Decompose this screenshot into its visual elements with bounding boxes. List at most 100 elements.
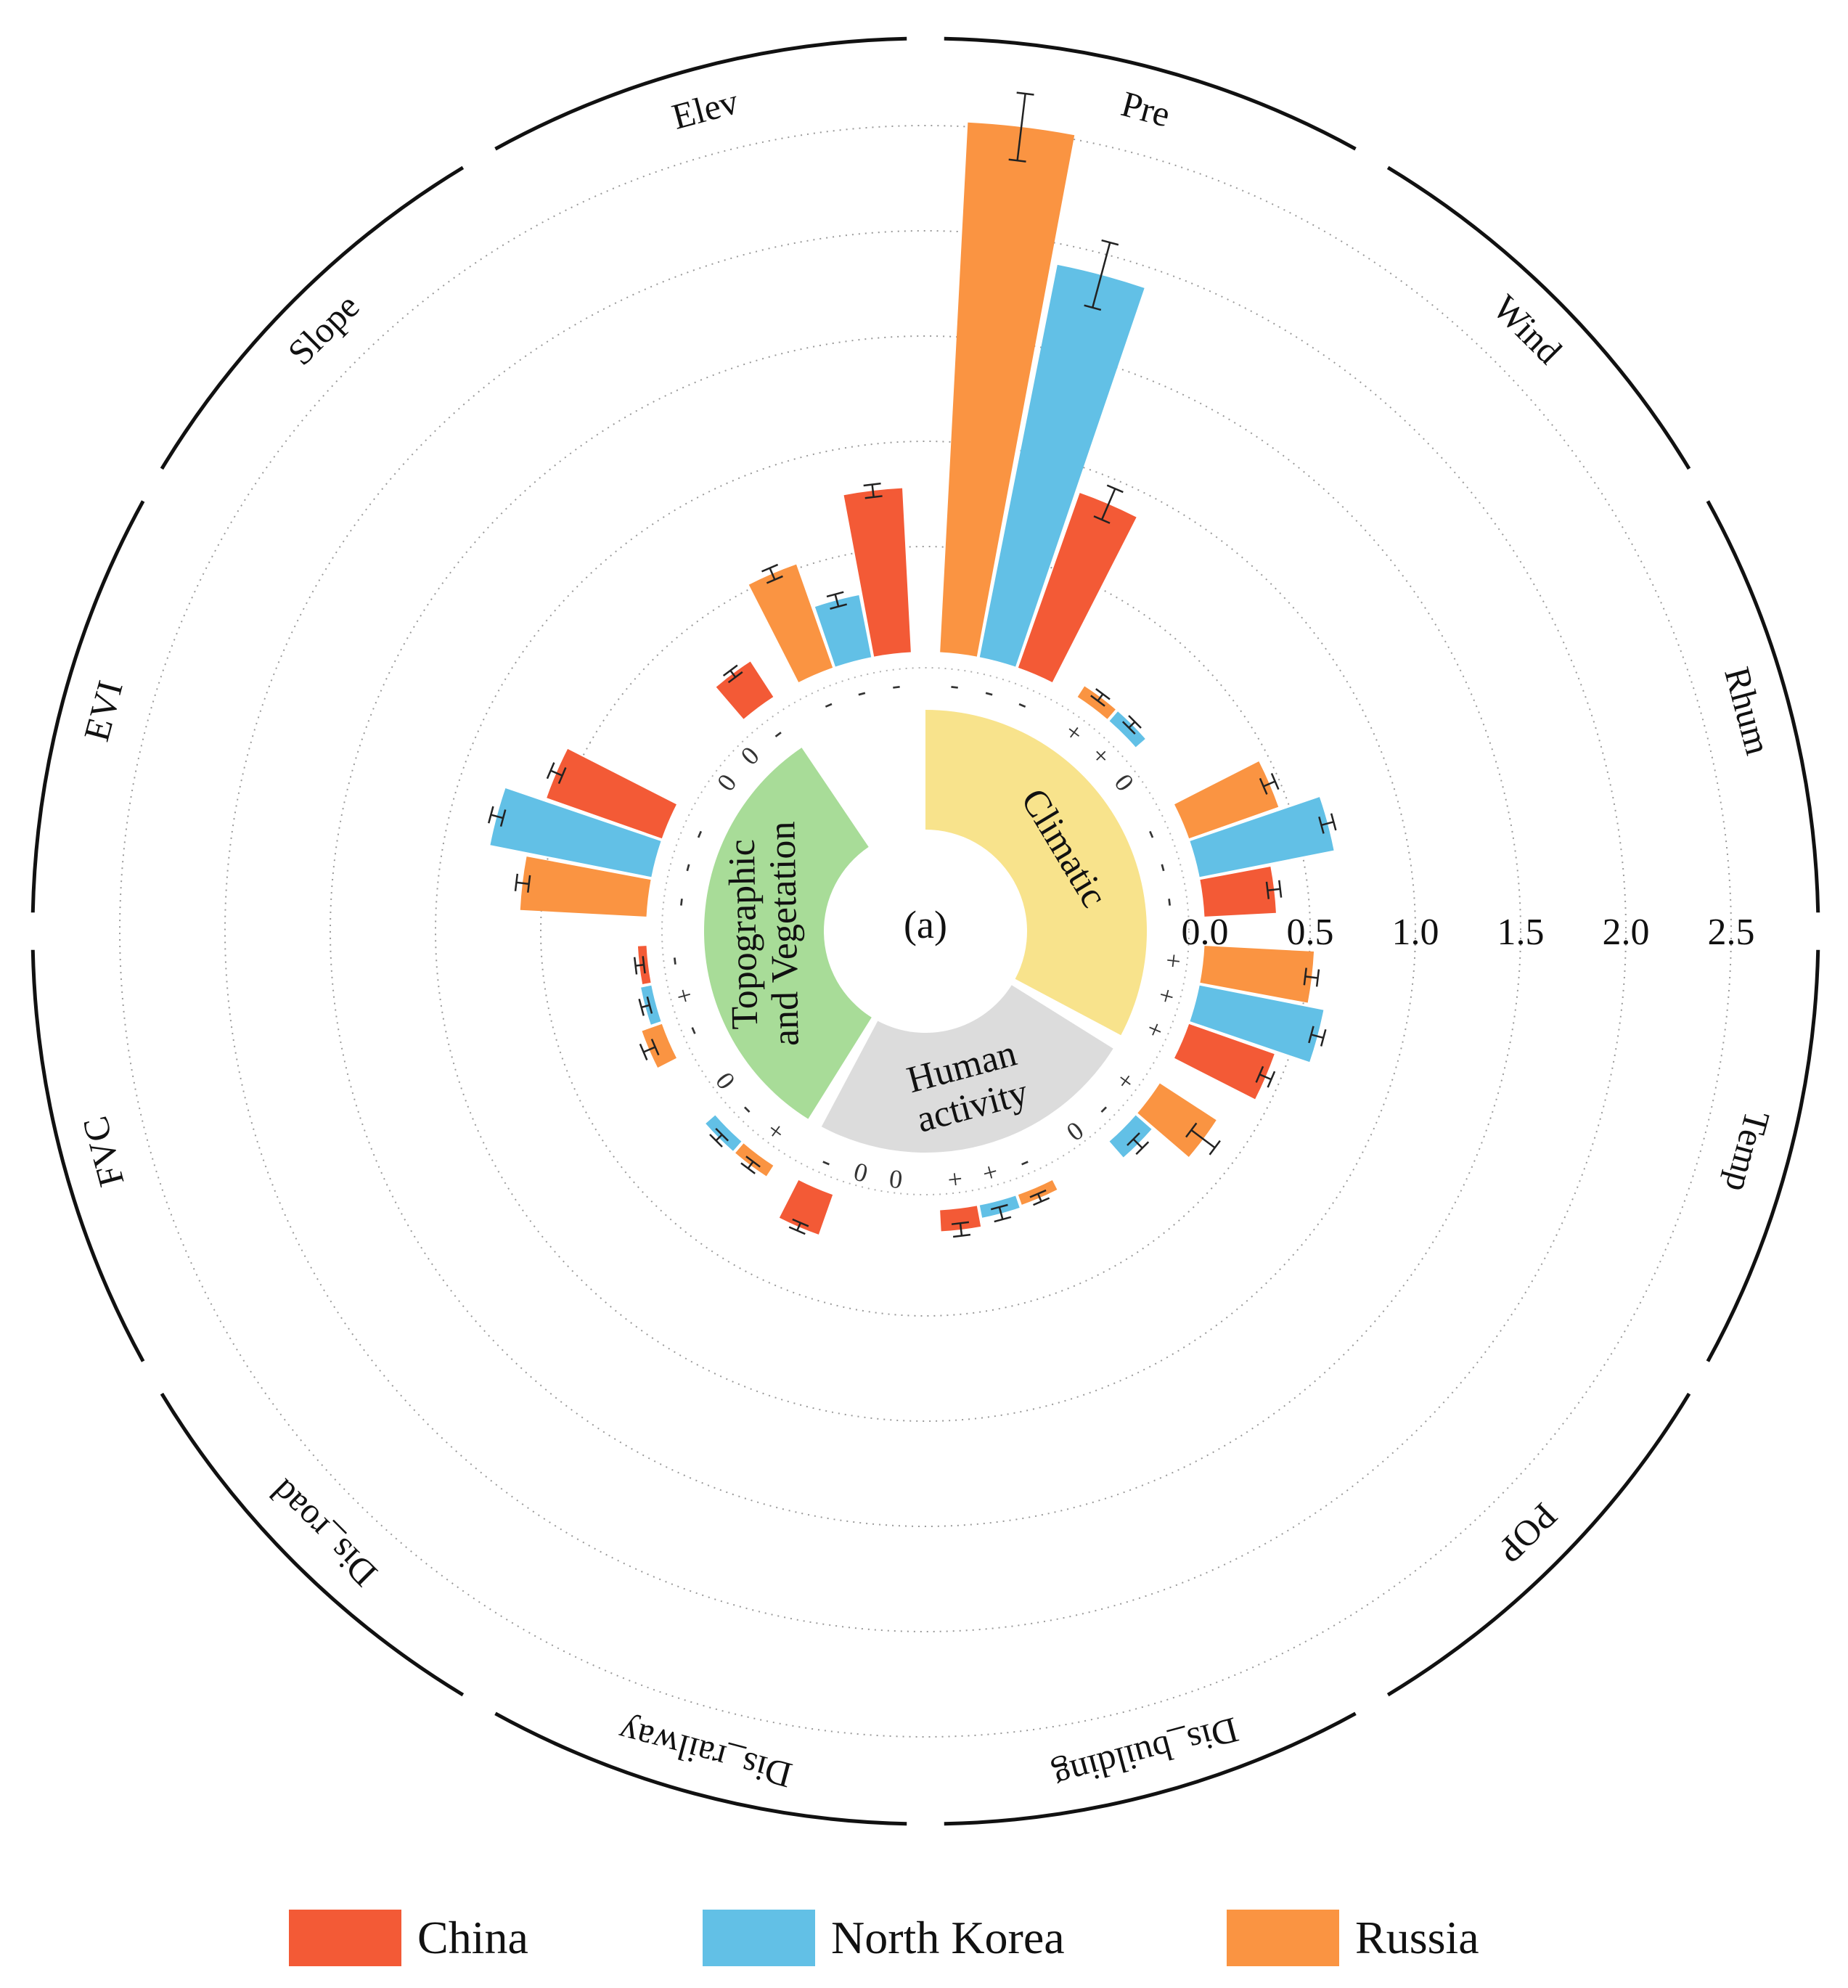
error-bar-dis-building-north-korea [998,1206,1004,1220]
inner-grid-circle [661,667,1190,1195]
category-arc-pre [944,36,1357,151]
sign-label-dis-railway-north-korea: 0 [851,1157,871,1188]
legend-label-north-korea: North Korea [831,1912,1065,1963]
sign-label-dis-railway-china: - [817,1145,837,1175]
error-cap-dis-railway-china-0 [792,1218,809,1227]
bar-temp-china [1174,1023,1275,1100]
bar-slope-china [716,661,774,719]
error-cap-fvc-north-korea-0 [646,996,653,1014]
error-cap-temp-china-1 [1267,1071,1276,1088]
panel-label: (a) [904,903,947,946]
bar-dis-railway-china [779,1180,833,1235]
category-arc-pop [1386,1392,1691,1697]
error-bar-pre-north-korea [1092,242,1111,308]
error-bar-pre-russia [1016,93,1026,161]
error-cap-slope-china-1 [722,664,738,676]
legend-swatch-china [289,1910,401,1966]
error-bar-fvc-north-korea [641,1004,650,1009]
error-cap-elev-north-korea-1 [826,591,844,598]
category-label-temp: Temp [1717,1107,1778,1197]
error-cap-pre-russia-1 [1016,91,1034,96]
category-label-rhum: Rhum [1717,663,1779,759]
sign-label-wind-russia: + [1060,716,1089,748]
error-cap-wind-north-korea-0 [1121,721,1136,735]
error-bar-slope-china [729,669,737,678]
category-arc-dis-road [160,1392,465,1697]
sign-label-elev-china: - [890,670,902,700]
error-bar-evi-china [550,769,563,777]
bar-pre-russia [940,122,1075,657]
category-label-pre: Pre [1117,83,1174,134]
legend: China North Korea Russia [0,1909,1848,1974]
error-bar-temp-north-korea [1311,1034,1324,1039]
error-bar-dis-building-russia [1037,1193,1042,1203]
error-cap-fvc-russia-1 [639,1043,648,1060]
bar-evi-china [547,748,676,839]
error-cap-pre-china-0 [1093,515,1111,524]
bar-dis-road-russia [735,1143,774,1177]
bar-evi-russia [520,856,651,917]
error-cap-rhum-north-korea-0 [1318,816,1325,834]
error-bar-rhum-russia [1263,780,1276,788]
error-cap-fvc-north-korea-1 [638,998,645,1016]
group-sector-topographic-and-vegetation [703,748,872,1119]
error-cap-rhum-russia-0 [1259,777,1268,795]
error-bars [488,91,1337,1238]
error-bar-dis-road-north-korea [715,1134,723,1142]
sign-label-fvc-russia: - [681,1020,711,1039]
bar-elev-russia [748,564,833,682]
bar-pre-china [1018,493,1137,682]
error-cap-pre-north-korea-1 [1101,239,1119,246]
grid-circle-1 [540,546,1311,1317]
error-cap-evi-russia-0 [527,875,531,893]
category-label-evi: EVI [75,676,131,745]
category-label-dis-railway: Dis_railway [614,1711,796,1796]
group-label-line: and Vegetation [761,821,806,1046]
sign-label-slope-russia: 0 [711,769,743,796]
sign-label-dis-railway-russia: 0 [888,1164,904,1195]
category-arc-slope [160,165,465,470]
sign-label-temp-russia: + [1158,952,1189,970]
category-label-dis-road: Dis_road [262,1472,385,1595]
error-cap-evi-china-0 [557,767,567,785]
sign-label-wind-north-korea: + [1086,740,1117,772]
error-cap-temp-china-0 [1255,1065,1264,1083]
legend-item-china: China [289,1909,528,1967]
error-bar-temp-china [1259,1073,1272,1081]
radial-tick-label-1: 0.5 [1287,912,1334,953]
legend-item-north-korea: North Korea [703,1909,1065,1967]
grid-circle-5 [119,125,1732,1738]
bar-wind-russia [1077,686,1116,719]
radial-tick-label-5: 2.5 [1708,912,1755,953]
sign-label-dis-road-china: 0 [710,1067,741,1095]
legend-item-russia: Russia [1227,1909,1479,1967]
error-cap-fvc-russia-0 [650,1039,660,1056]
legend-swatch-north-korea [703,1910,815,1966]
radial-tick-label-2: 1.0 [1392,912,1439,953]
category-arc-dis-building [944,1711,1357,1826]
bar-pre-north-korea [979,264,1145,667]
legend-label-russia: Russia [1355,1912,1479,1963]
error-cap-temp-russia-1 [1315,969,1320,987]
category-arc-fvc [30,949,145,1362]
sign-label-elev-north-korea: - [854,676,870,707]
error-cap-pre-russia-0 [1008,158,1026,163]
error-cap-rhum-russia-1 [1270,773,1280,790]
error-cap-elev-china-1 [863,482,881,487]
error-cap-pop-north-korea-1 [1135,1141,1150,1155]
error-cap-fvc-china-1 [633,957,638,975]
sign-label-elev-russia: - [818,688,838,718]
bar-rhum-china [1200,867,1276,917]
sign-label-pre-north-korea: - [982,676,998,707]
bar-dis-building-china [940,1206,981,1232]
error-cap-pre-north-korea-0 [1084,304,1102,311]
sign-label-pop-china: 0 [1061,1116,1089,1147]
sign-label-rhum-russia: - [1139,824,1169,843]
group-sector-climatic [925,710,1148,1036]
sign-label-pre-china: - [1013,688,1033,718]
error-bar-fvc-russia [642,1046,655,1053]
error-cap-temp-north-korea-0 [1308,1026,1315,1044]
radial-tick-label-4: 2.0 [1603,912,1650,953]
